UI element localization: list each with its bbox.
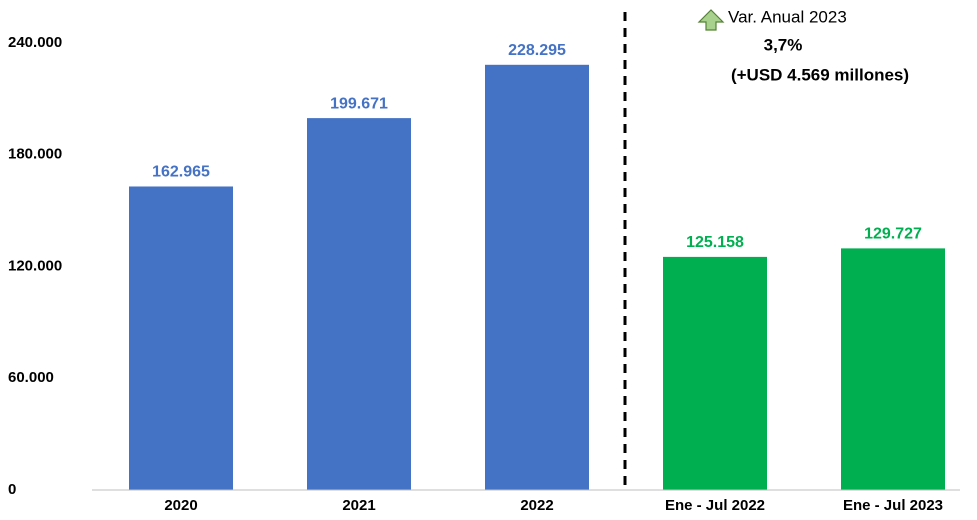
x-tick-label: Ene - Jul 2023 bbox=[843, 497, 943, 514]
bar bbox=[307, 118, 411, 490]
annotation: Var. Anual 2023 bbox=[728, 7, 847, 26]
value-label: 125.158 bbox=[686, 234, 744, 251]
x-tick-label: 2022 bbox=[520, 497, 553, 514]
x-tick-label: 2021 bbox=[342, 497, 375, 514]
value-label: 228.295 bbox=[508, 42, 566, 59]
bar bbox=[485, 64, 589, 490]
y-tick-label: 0 bbox=[8, 481, 16, 498]
y-tick-label: 120.000 bbox=[8, 257, 62, 274]
y-tick-label: 60.000 bbox=[8, 369, 54, 386]
bar bbox=[663, 256, 767, 490]
annotation: 3,7% bbox=[764, 35, 803, 54]
annotation: (+USD 4.569 millones) bbox=[731, 65, 909, 84]
x-tick-label: 2020 bbox=[164, 497, 197, 514]
y-tick-label: 180.000 bbox=[8, 146, 62, 163]
bar bbox=[841, 248, 945, 490]
value-label: 199.671 bbox=[330, 95, 388, 112]
up-arrow-icon bbox=[697, 9, 725, 31]
y-tick-label: 240.000 bbox=[8, 34, 62, 51]
x-tick-label: Ene - Jul 2022 bbox=[665, 497, 765, 514]
bar bbox=[129, 186, 233, 490]
value-label: 129.727 bbox=[864, 226, 922, 243]
value-label: 162.965 bbox=[152, 164, 210, 181]
